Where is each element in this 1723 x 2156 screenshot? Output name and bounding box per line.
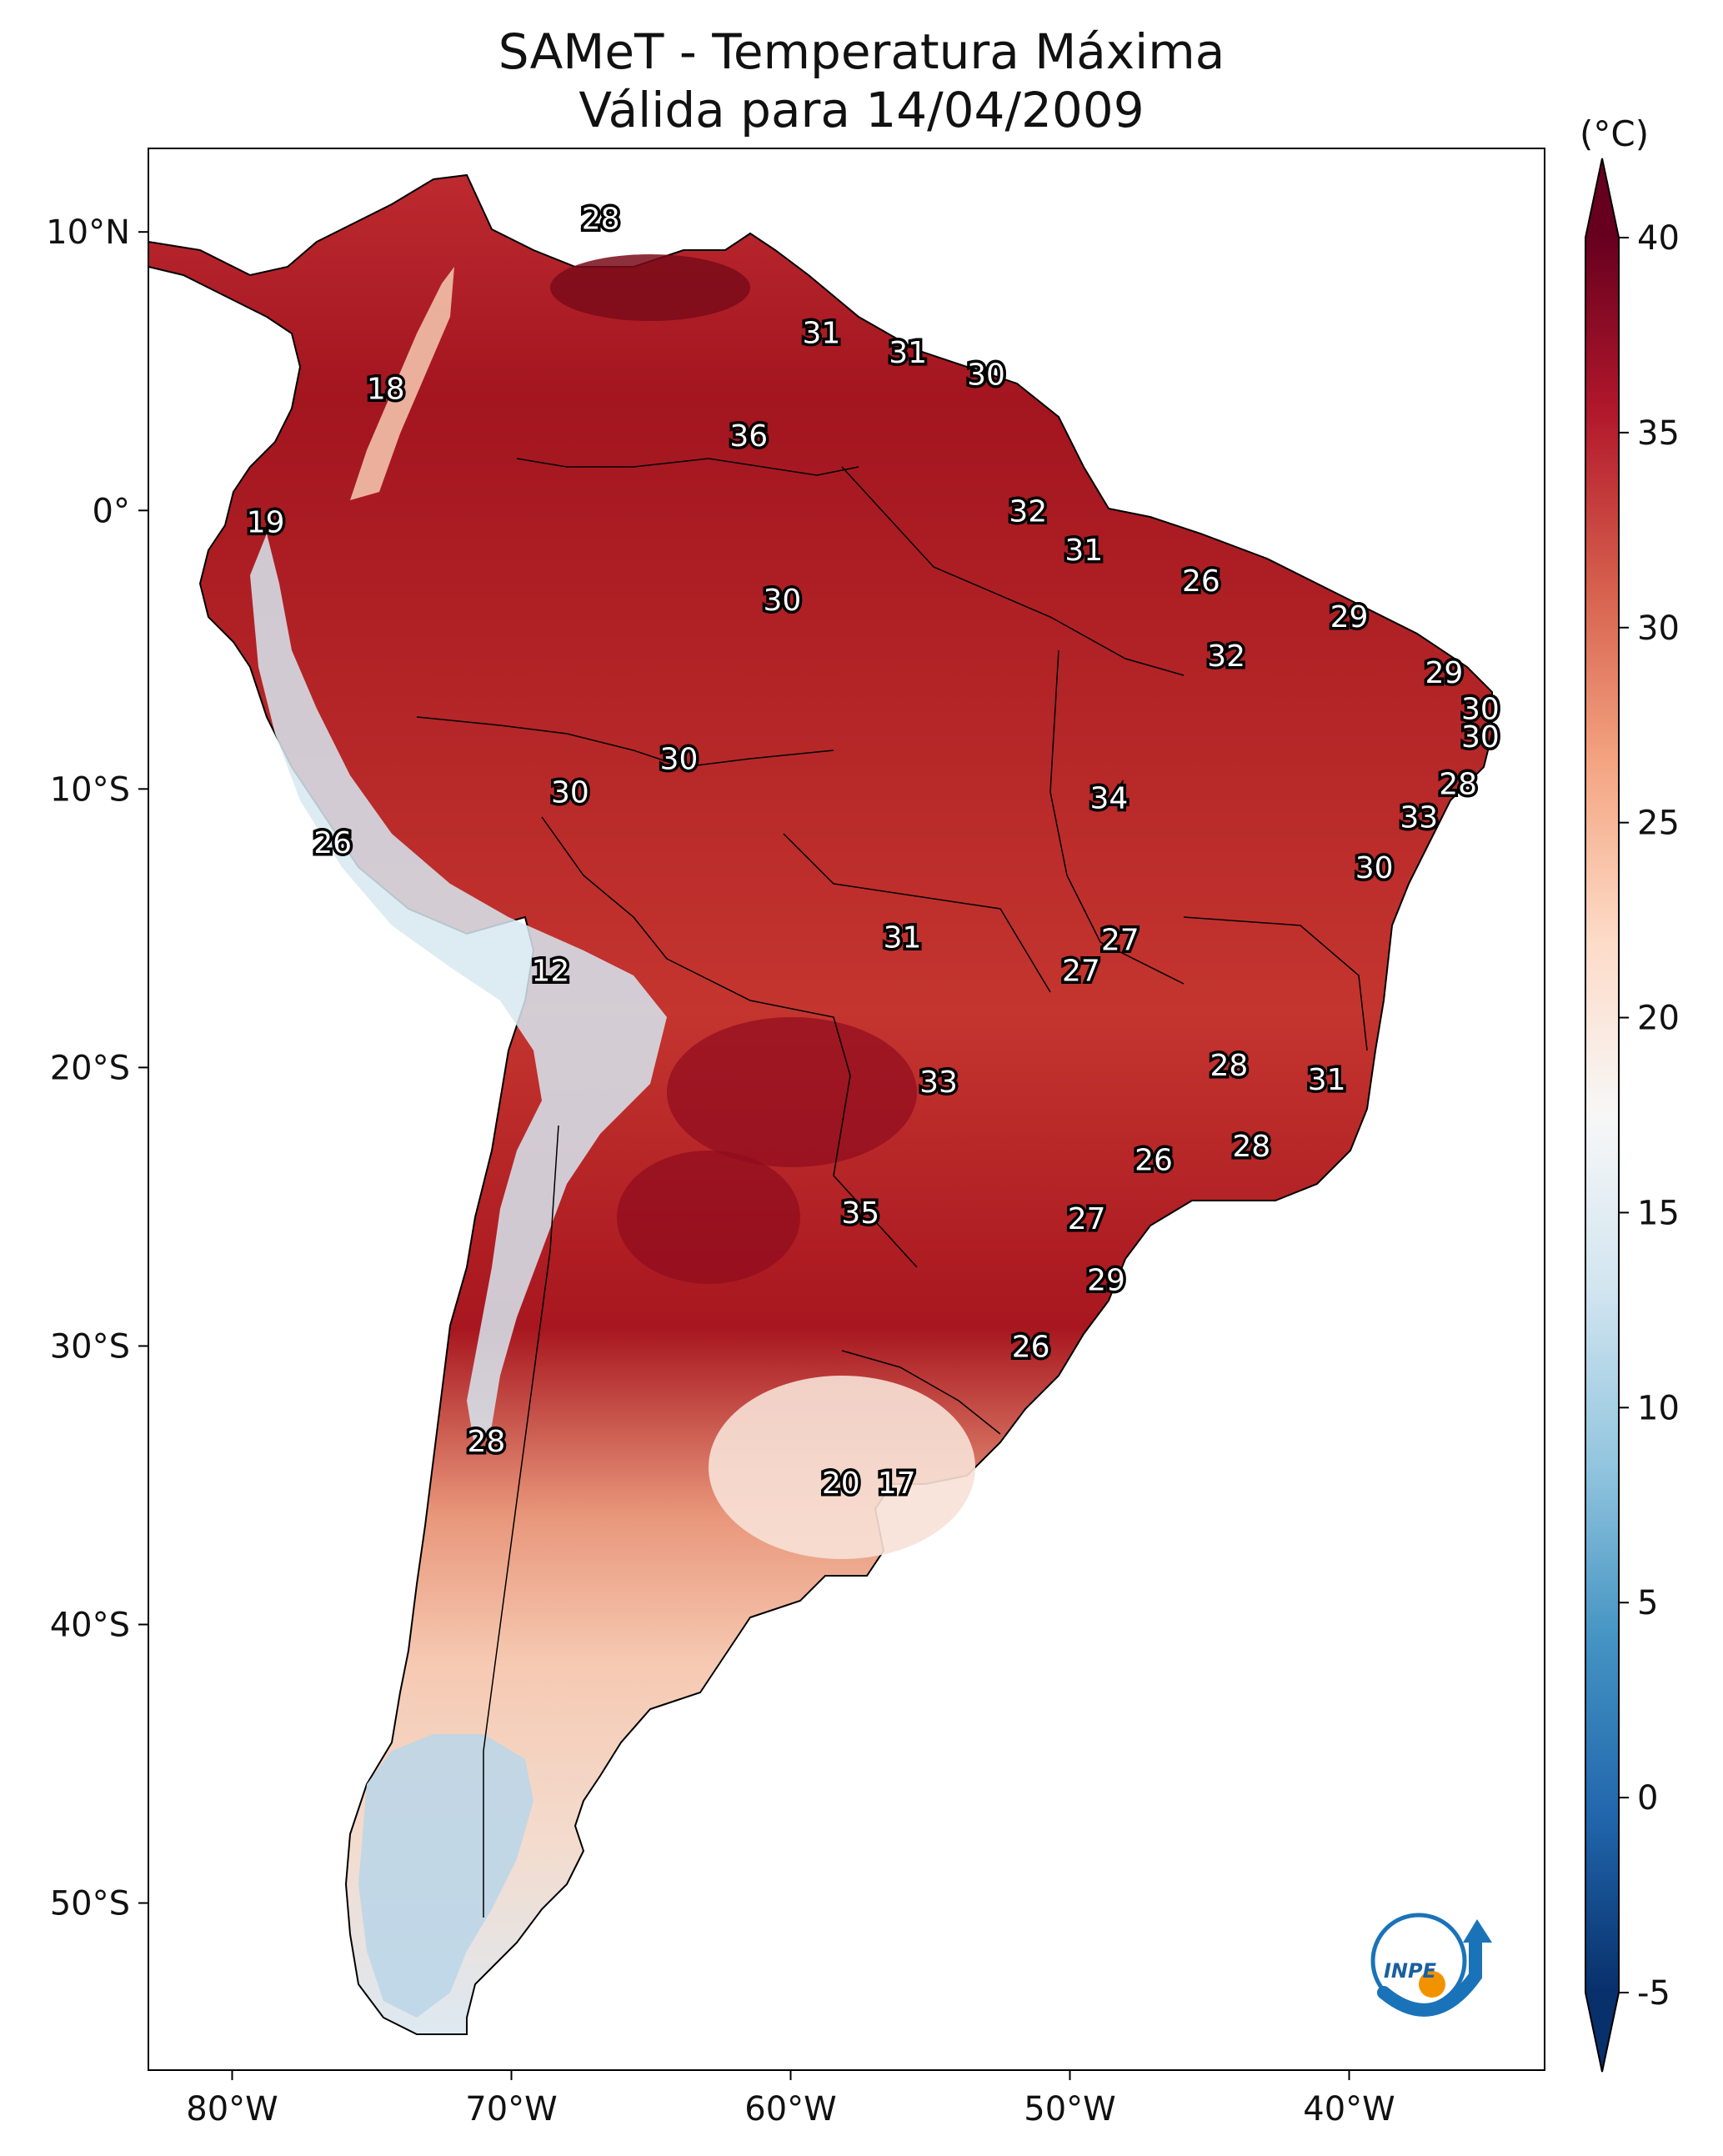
colorbar-max-arrow: [1585, 158, 1619, 238]
temperature-label: 28: [582, 203, 620, 237]
temperature-label: 27: [1101, 924, 1139, 958]
y-tick-label: 10°S: [50, 770, 130, 809]
temperature-label: 12: [531, 954, 569, 988]
temperature-label: 32: [1207, 639, 1245, 674]
temperature-label: 35: [841, 1196, 879, 1231]
border-colombia-brazil: [516, 458, 859, 476]
temperature-label: 27: [1062, 954, 1100, 988]
colorbar-tick-label: 5: [1637, 1584, 1658, 1622]
border-goias: [1049, 649, 1185, 985]
continent-layer: [148, 173, 1493, 2035]
temperature-label: 30: [1461, 720, 1500, 755]
temperature-label: 30: [764, 584, 802, 618]
colorbar-body: [1585, 238, 1619, 1993]
temperature-label: 32: [1009, 494, 1047, 529]
temperature-label: 33: [919, 1065, 958, 1100]
border-peru-brazil: [416, 716, 834, 768]
pampas-cooler-area: [709, 1376, 975, 1559]
colorbar-tick-label: 35: [1637, 414, 1680, 453]
border-chile-argentina: [483, 1125, 559, 1918]
temperature-label: 30: [1355, 851, 1394, 885]
temperature-label: 31: [1308, 1063, 1346, 1097]
temperature-label: 27: [1068, 1202, 1106, 1236]
hot-core-venezuela: [550, 254, 750, 321]
temperature-label: 31: [802, 316, 840, 350]
temperature-label: 26: [1134, 1144, 1173, 1178]
border-brazil-states: [841, 466, 1185, 676]
y-axis: 10°N 0° 10°S 20°S 30°S 40°S 50°S: [46, 213, 148, 1923]
northern-andes-band: [350, 267, 454, 500]
temperature-label: 18: [367, 372, 405, 406]
temperature-label: 28: [1439, 768, 1477, 802]
border-minas-gerais: [1183, 916, 1368, 1051]
temperature-label: 26: [1182, 564, 1220, 599]
y-tick-label: 0°: [93, 492, 130, 530]
patagonia-cold-area: [358, 1734, 533, 2018]
border-uruguay: [841, 1350, 1001, 1435]
colorbar-tick-label: 25: [1637, 805, 1680, 843]
temperature-label: 20: [822, 1467, 860, 1501]
y-tick-label: 40°S: [50, 1607, 130, 1645]
colorbar-min-arrow: [1585, 1993, 1619, 2072]
temperature-label: 30: [967, 358, 1005, 393]
hot-core-chaco: [667, 1017, 917, 1167]
temperature-label: 36: [729, 419, 768, 454]
map-title-line1: SAMeT - Temperatura Máxima: [498, 23, 1225, 80]
y-tick-label: 20°S: [50, 1049, 130, 1087]
temperature-label: 33: [1400, 801, 1438, 835]
border-paraguay: [666, 958, 918, 1268]
hot-core-argentina: [617, 1151, 800, 1284]
temperature-label: 28: [1232, 1130, 1270, 1164]
andes-cold-band: [250, 534, 667, 1451]
colorbar: (°C) 40 35 30 25 20 15 10 5 0 -5: [1580, 113, 1680, 2073]
temperature-label: 26: [1012, 1330, 1050, 1364]
colorbar-ticks: 40 35 30 25 20 15 10 5 0 -5: [1619, 219, 1680, 2013]
temperature-label: 30: [1461, 692, 1500, 726]
map-title-line2: Válida para 14/04/2009: [579, 82, 1144, 138]
temperature-label: 30: [660, 743, 699, 777]
temperature-label: 29: [1330, 600, 1369, 634]
temperature-label: 29: [1087, 1263, 1125, 1297]
colorbar-tick-label: 10: [1637, 1389, 1680, 1427]
temperature-label: 19: [247, 506, 285, 540]
colorbar-tick-label: 0: [1637, 1779, 1658, 1818]
svg-text:INPE: INPE: [1384, 1959, 1437, 1983]
colorbar-tick-label: -5: [1637, 1974, 1670, 2013]
x-tick-label: 80°W: [186, 2090, 278, 2128]
temperature-label: 31: [1064, 534, 1103, 568]
temperature-label: 30: [551, 776, 589, 810]
temperature-label: 28: [467, 1425, 505, 1459]
country-borders: [416, 458, 1368, 1918]
x-tick-label: 70°W: [465, 2090, 557, 2128]
temperature-label: 29: [1425, 656, 1463, 690]
temperature-label: 34: [1089, 781, 1128, 815]
temperature-label: 26: [313, 826, 352, 860]
temperature-label: 28: [1210, 1049, 1249, 1083]
colorbar-unit: (°C): [1580, 113, 1649, 154]
colorbar-tick-label: 15: [1637, 1194, 1680, 1232]
colorbar-tick-label: 30: [1637, 609, 1680, 648]
colorbar-tick-label: 20: [1637, 1000, 1680, 1038]
x-tick-label: 60°W: [744, 2090, 836, 2128]
x-axis: 80°W 70°W 60°W 50°W 40°W: [186, 2070, 1395, 2128]
y-tick-label: 10°N: [46, 213, 130, 252]
y-tick-label: 50°S: [50, 1885, 130, 1923]
temperature-label: 17: [878, 1467, 916, 1501]
border-mato-grosso: [783, 833, 1051, 993]
colorbar-tick-label: 40: [1637, 219, 1680, 258]
temperature-label: 31: [884, 920, 922, 955]
x-tick-label: 50°W: [1024, 2090, 1115, 2128]
temperature-label: 31: [889, 336, 927, 370]
x-tick-label: 40°W: [1303, 2090, 1395, 2128]
inpe-logo: INPE: [1370, 1913, 1492, 2017]
border-bolivia-west: [541, 816, 668, 960]
y-tick-label: 30°S: [50, 1327, 130, 1366]
